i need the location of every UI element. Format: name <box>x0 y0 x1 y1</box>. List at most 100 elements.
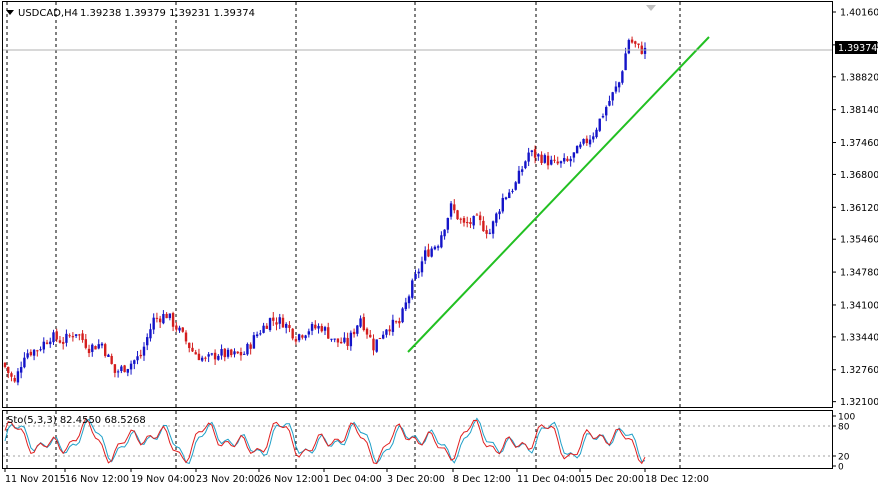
price-tick-label: 1.38140 <box>840 105 878 116</box>
candle-body <box>39 349 42 351</box>
candle-body <box>233 351 236 355</box>
candle-body <box>162 313 165 324</box>
price-tick-label: 1.32100 <box>840 397 878 408</box>
candle-body <box>323 327 327 331</box>
candle-body <box>7 366 10 373</box>
candle-body <box>152 317 155 330</box>
candle-body <box>482 220 485 232</box>
stoch-tick-label: 20 <box>838 453 850 463</box>
candle-body <box>181 327 184 332</box>
time-tick-label: 11 Dec 04:00 <box>517 474 581 485</box>
candle-body <box>336 338 340 343</box>
stoch-tick-label: 0 <box>838 463 844 473</box>
candle-body <box>97 344 100 349</box>
candle-body <box>466 221 469 224</box>
candle-body <box>621 71 624 83</box>
candle-body <box>420 261 424 273</box>
candle-body <box>343 337 346 343</box>
candle-body <box>575 145 579 154</box>
candle-body <box>259 333 262 335</box>
candle-body <box>297 334 301 341</box>
candle-body <box>430 248 433 257</box>
candle-body <box>352 331 356 335</box>
candle-body <box>608 100 611 106</box>
candle-body <box>543 155 546 163</box>
candle-body <box>26 353 29 358</box>
price-tick-label: 1.34100 <box>840 300 878 311</box>
candle-body <box>136 356 139 361</box>
candle-body <box>226 349 230 357</box>
candle-body <box>391 319 395 332</box>
time-tick-label: 26 Nov 12:00 <box>259 474 323 485</box>
candle-body <box>265 325 269 329</box>
candle-body <box>13 377 16 382</box>
time-tick-label: 8 Dec 12:00 <box>453 474 511 485</box>
candle-body <box>94 346 97 350</box>
trendline[interactable] <box>407 36 710 353</box>
time-tick-label: 19 Nov 04:00 <box>131 474 195 485</box>
candle-body <box>417 271 420 274</box>
candle-body <box>184 332 188 342</box>
candle-body <box>10 373 13 377</box>
candle-body <box>630 39 634 43</box>
candle-body <box>424 250 427 261</box>
candle-body <box>81 333 84 341</box>
candle-body <box>65 333 68 343</box>
candle-body <box>317 325 320 329</box>
candle-body <box>378 337 382 339</box>
candle-body <box>504 197 508 200</box>
candle-body <box>349 332 353 347</box>
price-tick-label: 1.37460 <box>840 138 878 149</box>
candle-body <box>158 318 162 323</box>
candle-body <box>188 342 191 349</box>
candle-body <box>559 161 563 164</box>
candle-body <box>113 364 117 373</box>
candle-body <box>239 352 243 356</box>
candle-body <box>501 197 504 212</box>
candle-body <box>23 357 26 368</box>
candle-body <box>394 321 398 323</box>
candle-body <box>252 335 256 349</box>
candle-body <box>533 149 537 158</box>
candle-body <box>427 249 430 257</box>
candle-body <box>436 246 440 248</box>
time-axis: 11 Nov 2015 16 Nov 12:00 19 Nov 04:00 23 No… <box>4 468 709 485</box>
candle-body <box>139 354 142 357</box>
time-tick-label: 16 Nov 12:00 <box>65 474 129 485</box>
candle-body <box>87 348 91 354</box>
candle-body <box>514 182 517 190</box>
candle-body <box>550 159 553 165</box>
candle-body <box>401 308 404 323</box>
candle-body <box>291 328 294 339</box>
candle-body <box>55 331 58 340</box>
candle-body <box>171 313 175 327</box>
candle-body <box>372 338 375 351</box>
candle-body <box>582 138 585 144</box>
candle-body <box>333 338 336 340</box>
candle-body <box>78 334 81 336</box>
candle-body <box>197 353 201 361</box>
candle-body <box>453 204 456 211</box>
collapse-arrow-icon[interactable] <box>6 10 14 15</box>
candle-body <box>601 116 605 118</box>
candles-group <box>3 36 647 386</box>
candle-body <box>133 360 136 364</box>
candle-body <box>223 348 226 358</box>
ohlc-readout: 1.39238 1.39379 1.39231 1.39374 <box>80 8 255 19</box>
chart-shift-marker-icon[interactable] <box>646 5 656 11</box>
candle-body <box>107 354 110 357</box>
candle-body <box>456 210 459 220</box>
candle-body <box>175 325 178 330</box>
candle-body <box>339 341 343 344</box>
candle-body <box>207 354 210 357</box>
candle-body <box>129 363 133 370</box>
candle-body <box>217 355 220 360</box>
candle-body <box>404 302 408 310</box>
candle-body <box>16 371 20 383</box>
candle-body <box>595 129 598 138</box>
candle-body <box>220 349 223 356</box>
candle-body <box>155 317 159 319</box>
candle-body <box>537 154 540 157</box>
price-tick-label: 1.40160 <box>840 8 878 19</box>
